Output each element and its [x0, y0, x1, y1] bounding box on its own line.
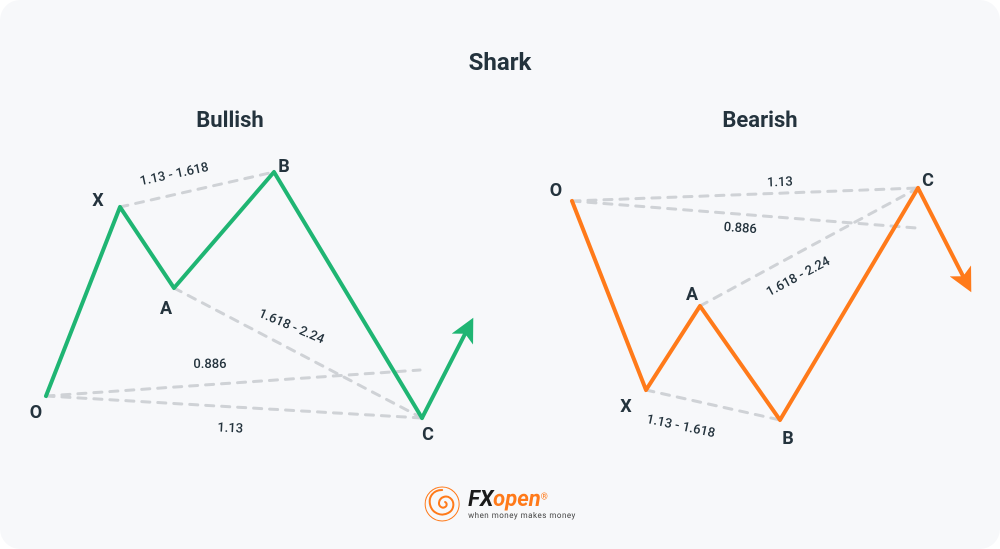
logo-fx: FX: [468, 487, 493, 512]
bearish-subtitle: Bearish: [680, 108, 840, 133]
logo-text-block: FXopen® when money makes money: [468, 489, 576, 520]
ratio-label: 1.13 - 1.618: [645, 412, 716, 441]
ratio-label: 1.618 - 2.24: [256, 306, 327, 347]
ratio-line: [700, 188, 918, 306]
fxopen-logo: FXopen® when money makes money: [424, 492, 576, 516]
point-label-O: O: [30, 402, 42, 423]
ratio-label: 0.886: [193, 357, 226, 372]
pattern-arrow: [422, 332, 466, 418]
ratio-label: 1.13: [217, 420, 244, 436]
pattern-arrow: [918, 188, 964, 278]
point-label-B: B: [782, 428, 794, 449]
ratio-label: 1.618 - 2.24: [764, 254, 833, 300]
main-title: Shark: [0, 48, 1000, 76]
point-label-B: B: [278, 156, 290, 177]
point-label-O: O: [550, 180, 562, 201]
point-label-X: X: [620, 396, 632, 417]
point-label-C: C: [422, 424, 434, 445]
point-label-X: X: [92, 190, 104, 211]
shark-pattern-svg: O X A B C 1.13 - 1.618 1.618 - 2.24 0.886 1.13 O X…: [0, 0, 1000, 549]
point-label-C: C: [922, 170, 934, 191]
figure-canvas: Shark Bullish Bearish O X A B C 1.13 - 1.618 1…: [0, 0, 1000, 549]
logo-open: open: [493, 487, 541, 512]
ratio-line: [46, 370, 420, 396]
logo-tagline: when money makes money: [468, 511, 576, 520]
ratio-line: [46, 396, 422, 418]
point-label-A: A: [160, 298, 173, 319]
point-label-A: A: [686, 284, 699, 305]
ratio-line: [572, 188, 918, 201]
bullish-subtitle: Bullish: [150, 108, 310, 133]
ratio-label: 1.13: [767, 175, 793, 191]
fxopen-dragon-icon: [424, 486, 460, 522]
ratio-label: 1.13 - 1.618: [139, 160, 210, 189]
logo-registered-mark: ®: [541, 492, 548, 502]
ratio-label: 0.886: [723, 220, 757, 237]
